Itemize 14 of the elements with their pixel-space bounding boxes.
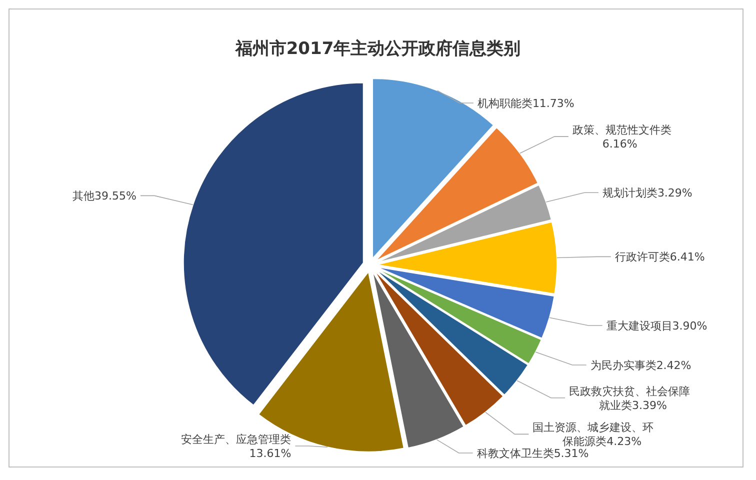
data-label: 6.16%: [602, 138, 638, 151]
slice-label: 重大建设项目3.90%: [606, 320, 708, 332]
slice-label: 规划计划类3.29%: [602, 186, 692, 200]
slice-label: 科教文体卫生类5.31%: [476, 447, 589, 460]
chart-title: 福州市2017年主动公开政府信息类别: [234, 39, 521, 59]
slice-label: 机构职能类11.73%: [477, 97, 574, 110]
slice-label: 其他39.55%: [72, 190, 136, 203]
slice-label: 为民办实事类2.42%: [590, 359, 692, 372]
slice-label: 行政许可类6.41%: [614, 250, 705, 264]
slice-label: 安全生产、应急管理类: [181, 433, 292, 446]
data-label: 13.61%: [249, 447, 292, 460]
slice-label: 政策、规范性文件类: [572, 124, 672, 137]
slice-label: 国土资源、城乡建设、环保能源类4.23%: [532, 421, 654, 448]
slice-label: 民政救灾扶贫、社会保障就业类3.39%: [569, 384, 690, 412]
